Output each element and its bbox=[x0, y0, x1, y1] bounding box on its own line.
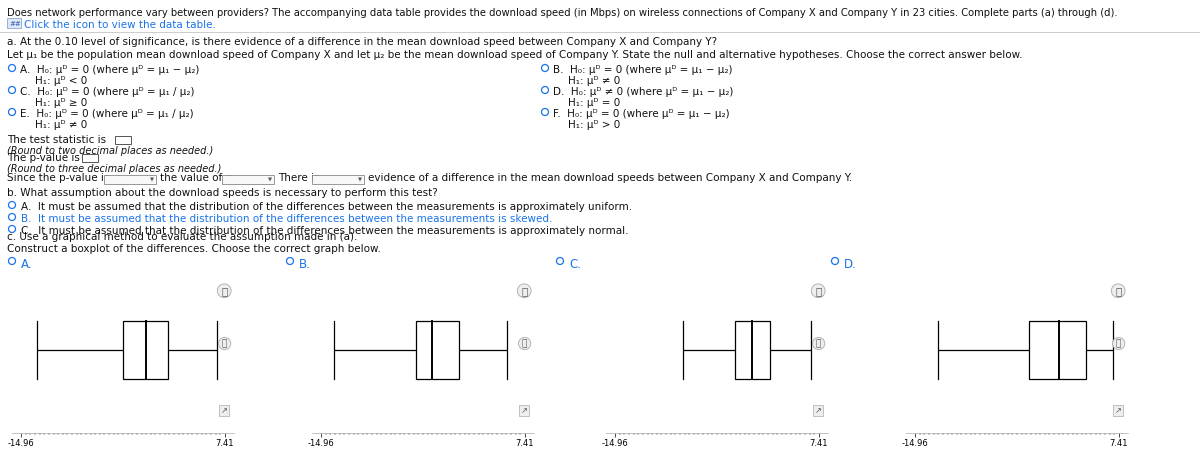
Text: H₁: μᴰ = 0: H₁: μᴰ = 0 bbox=[568, 98, 620, 108]
Text: The p-value is: The p-value is bbox=[7, 153, 80, 163]
Text: ⌕: ⌕ bbox=[815, 286, 821, 296]
Text: H₁: μᴰ ≥ 0: H₁: μᴰ ≥ 0 bbox=[35, 98, 88, 108]
Bar bbox=[82, 154, 98, 162]
Bar bbox=[734, 321, 769, 378]
Text: H₁: μᴰ > 0: H₁: μᴰ > 0 bbox=[568, 120, 620, 130]
Text: ⌕: ⌕ bbox=[221, 286, 227, 296]
Text: c. Use a graphical method to evaluate the assumption made in (a).: c. Use a graphical method to evaluate th… bbox=[7, 232, 358, 242]
Text: H₁: μᴰ < 0: H₁: μᴰ < 0 bbox=[35, 76, 88, 86]
Text: There is: There is bbox=[278, 173, 319, 183]
Text: ⌕: ⌕ bbox=[521, 286, 527, 296]
Text: D.: D. bbox=[844, 258, 857, 271]
Text: the value of α,: the value of α, bbox=[160, 173, 235, 183]
Text: C.: C. bbox=[569, 258, 581, 271]
Text: ⌕: ⌕ bbox=[1115, 286, 1121, 296]
Text: The test statistic is: The test statistic is bbox=[7, 135, 106, 145]
Text: A.: A. bbox=[22, 258, 32, 271]
FancyBboxPatch shape bbox=[7, 18, 22, 28]
Text: ##: ## bbox=[10, 21, 20, 27]
Text: ⌕: ⌕ bbox=[816, 339, 821, 348]
Text: Click the icon to view the data table.: Click the icon to view the data table. bbox=[24, 20, 216, 30]
Bar bbox=[122, 321, 168, 378]
Bar bbox=[222, 175, 274, 184]
Text: H₁: μᴰ ≠ 0: H₁: μᴰ ≠ 0 bbox=[35, 120, 88, 130]
Text: F.  H₀: μᴰ = 0 (where μᴰ = μ₁ − μ₂): F. H₀: μᴰ = 0 (where μᴰ = μ₁ − μ₂) bbox=[553, 109, 730, 119]
Text: A.  It must be assumed that the distribution of the differences between the meas: A. It must be assumed that the distribut… bbox=[22, 202, 632, 212]
Text: H₁: μᴰ ≠ 0: H₁: μᴰ ≠ 0 bbox=[568, 76, 620, 86]
Polygon shape bbox=[268, 177, 272, 182]
Text: B.: B. bbox=[299, 258, 311, 271]
Bar bbox=[416, 321, 460, 378]
Text: ⌕: ⌕ bbox=[222, 339, 227, 348]
Text: A.  H₀: μᴰ = 0 (where μᴰ = μ₁ − μ₂): A. H₀: μᴰ = 0 (where μᴰ = μ₁ − μ₂) bbox=[20, 65, 199, 75]
Text: b. What assumption about the download speeds is necessary to perform this test?: b. What assumption about the download sp… bbox=[7, 188, 438, 198]
Bar bbox=[104, 175, 156, 184]
Text: Construct a boxplot of the differences. Choose the correct graph below.: Construct a boxplot of the differences. … bbox=[7, 244, 380, 254]
Text: C.  It must be assumed that the distribution of the differences between the meas: C. It must be assumed that the distribut… bbox=[22, 226, 629, 236]
Text: B.  It must be assumed that the distribution of the differences between the meas: B. It must be assumed that the distribut… bbox=[22, 214, 552, 224]
Text: C.  H₀: μᴰ = 0 (where μᴰ = μ₁ / μ₂): C. H₀: μᴰ = 0 (where μᴰ = μ₁ / μ₂) bbox=[20, 87, 194, 97]
Text: Since the p-value is: Since the p-value is bbox=[7, 173, 109, 183]
Text: ⌕: ⌕ bbox=[1116, 339, 1121, 348]
Text: E.  H₀: μᴰ = 0 (where μᴰ = μ₁ / μ₂): E. H₀: μᴰ = 0 (where μᴰ = μ₁ / μ₂) bbox=[20, 109, 193, 119]
Text: B.  H₀: μᴰ = 0 (where μᴰ = μ₁ − μ₂): B. H₀: μᴰ = 0 (where μᴰ = μ₁ − μ₂) bbox=[553, 65, 732, 75]
Text: Does network performance vary between providers? The accompanying data table pro: Does network performance vary between pr… bbox=[7, 8, 1117, 18]
Text: ↗: ↗ bbox=[221, 406, 227, 415]
Text: ↗: ↗ bbox=[1115, 406, 1121, 415]
Bar bbox=[115, 136, 131, 144]
Text: ↗: ↗ bbox=[521, 406, 527, 415]
Bar bbox=[312, 175, 364, 184]
Text: a. At the 0.10 level of significance, is there evidence of a difference in the m: a. At the 0.10 level of significance, is… bbox=[7, 37, 718, 47]
Text: (Round to three decimal places as needed.): (Round to three decimal places as needed… bbox=[7, 164, 221, 174]
Text: D.  H₀: μᴰ ≠ 0 (where μᴰ = μ₁ − μ₂): D. H₀: μᴰ ≠ 0 (where μᴰ = μ₁ − μ₂) bbox=[553, 87, 733, 97]
Text: ↗: ↗ bbox=[815, 406, 821, 415]
Bar bbox=[1028, 321, 1086, 378]
Text: Let μ₁ be the population mean download speed of Company X and let μ₂ be the mean: Let μ₁ be the population mean download s… bbox=[7, 50, 1022, 60]
Polygon shape bbox=[150, 177, 154, 182]
Text: evidence of a difference in the mean download speeds between Company X and Compa: evidence of a difference in the mean dow… bbox=[368, 173, 852, 183]
Polygon shape bbox=[358, 177, 362, 182]
Text: ⌕: ⌕ bbox=[522, 339, 527, 348]
Text: (Round to two decimal places as needed.): (Round to two decimal places as needed.) bbox=[7, 146, 214, 156]
